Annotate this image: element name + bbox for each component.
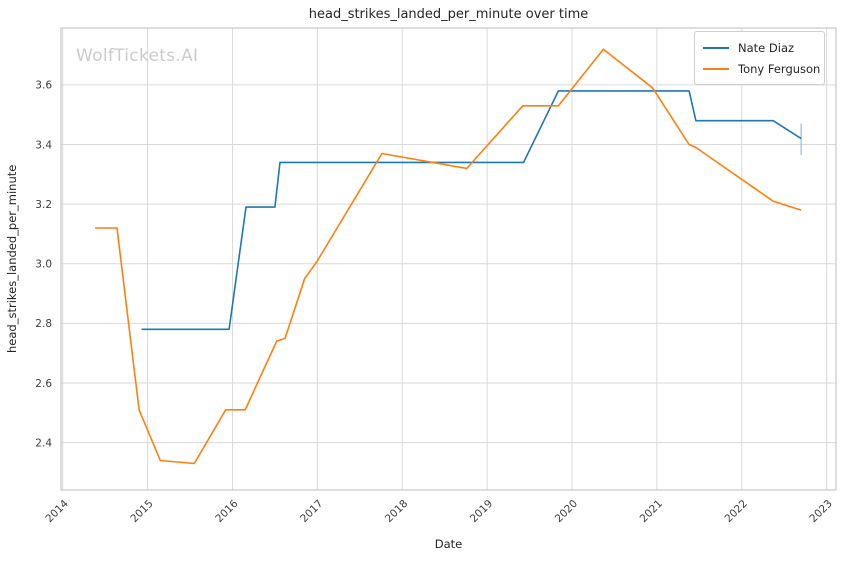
- x-tick-label: 2023: [807, 498, 834, 525]
- plot-border: [60, 27, 837, 491]
- x-tick-label: 2021: [638, 498, 665, 525]
- y-tick-label: 2.8: [35, 318, 52, 330]
- series-line-tony-ferguson: [95, 48, 802, 465]
- chart-title: head_strikes_landed_per_minute over time: [308, 7, 589, 22]
- y-tick-label: 2.4: [35, 437, 52, 449]
- x-axis-label: Date: [434, 537, 463, 551]
- legend-item-tony-ferguson: Tony Ferguson: [703, 58, 820, 79]
- y-tick-label: 3.2: [35, 199, 52, 211]
- y-tick-label: 3.0: [35, 259, 52, 271]
- legend: Nate Diaz Tony Ferguson: [694, 31, 825, 85]
- y-tick-label: 2.6: [35, 378, 52, 390]
- series-line-nate-diaz: [141, 90, 802, 331]
- watermark: WolfTickets.AI: [76, 46, 199, 66]
- x-tick-label: 2018: [383, 498, 410, 525]
- x-tick-label: 2022: [723, 498, 750, 525]
- y-axis-label: head_strikes_landed_per_minute: [5, 164, 19, 354]
- x-tick-label: 2014: [43, 497, 71, 525]
- legend-label: Nate Diaz: [738, 40, 795, 55]
- y-tick-label: 3.4: [35, 139, 52, 151]
- nate-diaz-line-swatch: [703, 46, 729, 49]
- x-tick-label: 2019: [468, 498, 495, 525]
- x-tick-label: 2017: [298, 498, 325, 525]
- legend-label: Tony Ferguson: [738, 61, 821, 76]
- x-tick-label: 2016: [213, 497, 241, 525]
- legend-item-nate-diaz: Nate Diaz: [703, 37, 815, 58]
- x-tick-label: 2015: [128, 498, 155, 525]
- x-tick-label: 2020: [553, 498, 580, 525]
- tony-ferguson-line-swatch: [703, 67, 729, 70]
- y-tick-label: 3.6: [35, 80, 52, 92]
